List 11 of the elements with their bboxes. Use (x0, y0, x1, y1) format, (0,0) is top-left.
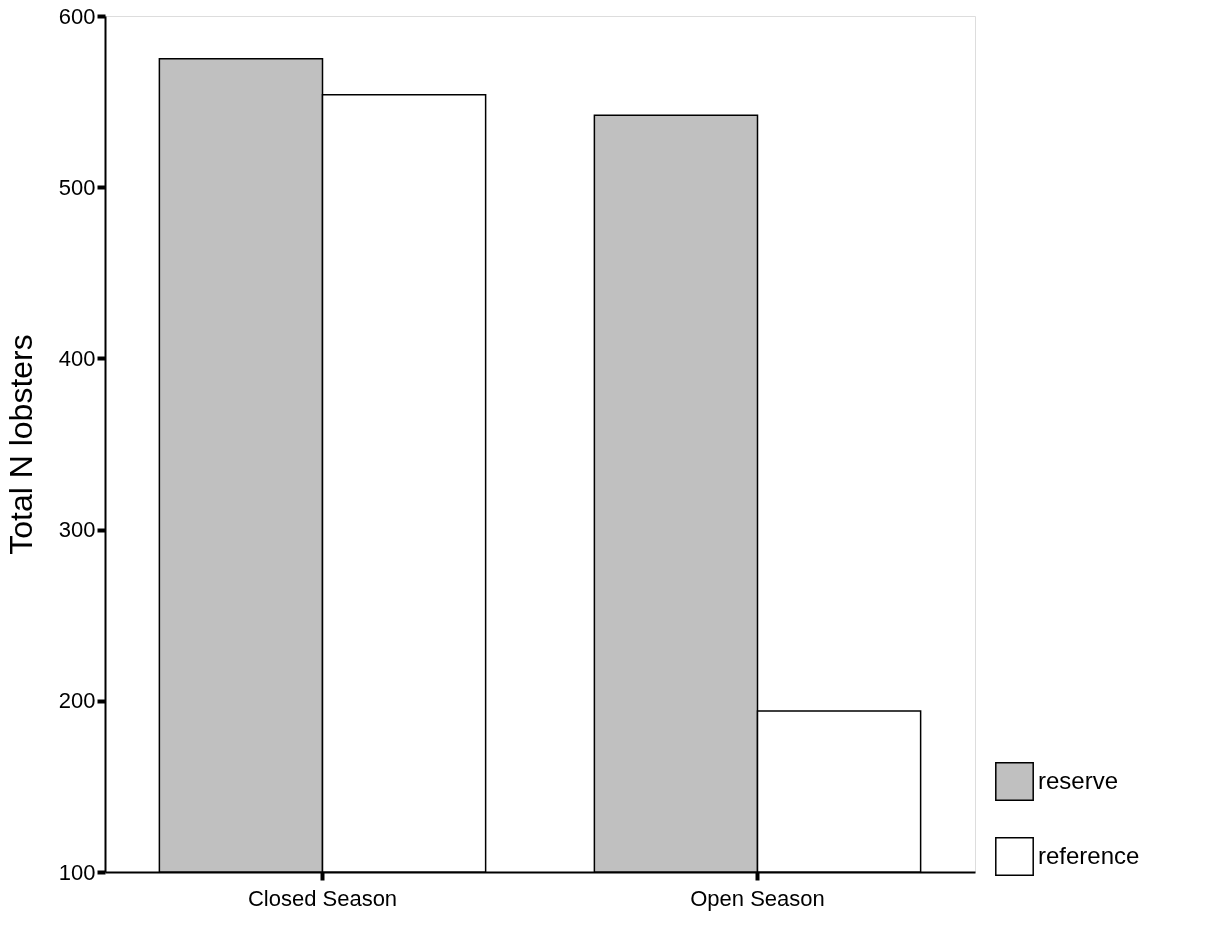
x-tick-label: Open Season (690, 885, 825, 911)
y-tick-label: 400 (58, 345, 96, 371)
legend-label: reference (1038, 841, 1140, 869)
y-tick-label: 200 (58, 688, 96, 714)
x-tick-label: Closed Season (247, 885, 398, 911)
y-tick-label: 300 (58, 517, 96, 543)
y-tick-label: 100 (58, 859, 96, 885)
legend-label: reserve (1038, 766, 1119, 794)
y-tick-label: 500 (58, 174, 96, 200)
y-tick-label: 600 (58, 3, 96, 29)
y-axis-title: Total N lobsters (2, 334, 39, 555)
